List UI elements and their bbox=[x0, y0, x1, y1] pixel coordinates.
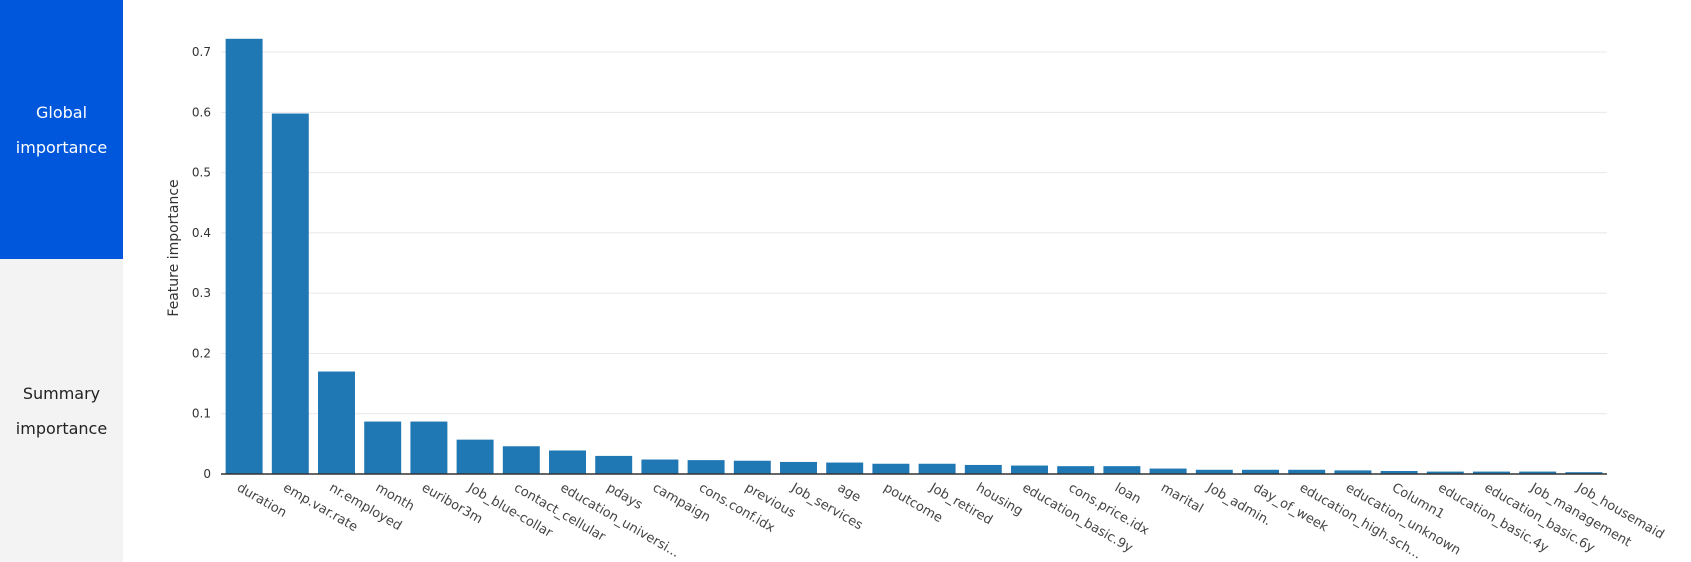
bar[interactable] bbox=[225, 38, 263, 475]
bar[interactable] bbox=[1380, 470, 1418, 474]
bar[interactable] bbox=[1426, 471, 1464, 474]
bar[interactable] bbox=[872, 463, 910, 474]
bar[interactable] bbox=[1057, 466, 1095, 474]
y-tick-label: 0.4 bbox=[192, 226, 211, 240]
x-tick-label: duration bbox=[234, 480, 289, 520]
bar[interactable] bbox=[271, 113, 309, 475]
bar[interactable] bbox=[1242, 469, 1279, 474]
bar[interactable] bbox=[641, 459, 679, 474]
bar[interactable] bbox=[826, 462, 864, 474]
bar[interactable] bbox=[1334, 470, 1372, 474]
tab-summary-importance-label: Summary importance bbox=[15, 383, 108, 438]
bar[interactable] bbox=[364, 421, 402, 474]
bar[interactable] bbox=[1565, 472, 1603, 474]
bar[interactable] bbox=[1103, 466, 1141, 474]
grid-layer bbox=[221, 51, 1607, 415]
tab-global-importance[interactable]: Global importance bbox=[0, 0, 123, 259]
feature-importance-chart: 0 0.1 0.2 0.3 0.4 0.5 0.6 0.7 durationemp.var.r… bbox=[166, 38, 1666, 562]
bar[interactable] bbox=[549, 450, 586, 474]
x-tick-label: marital bbox=[1158, 480, 1206, 516]
bar[interactable] bbox=[733, 460, 771, 474]
bar[interactable] bbox=[687, 460, 725, 474]
ytick-layer: 0 0.1 0.2 0.3 0.4 0.5 0.6 0.7 bbox=[192, 45, 211, 481]
y-axis-label: Feature importance bbox=[166, 179, 182, 316]
y-tick-label: 0.2 bbox=[192, 346, 211, 360]
bar[interactable] bbox=[595, 455, 633, 474]
bar[interactable] bbox=[918, 463, 956, 474]
x-tick-label: loan bbox=[1112, 480, 1144, 507]
bar[interactable] bbox=[1011, 465, 1048, 474]
y-tick-label: 0.5 bbox=[192, 166, 211, 180]
y-tick-label: 0.6 bbox=[192, 105, 211, 119]
bar[interactable] bbox=[502, 446, 540, 474]
y-tick-label: 0.3 bbox=[192, 286, 211, 300]
chart-area: 0 0.1 0.2 0.3 0.4 0.5 0.6 0.7 duration emp.var.r… bbox=[123, 0, 1691, 562]
bar[interactable] bbox=[456, 439, 494, 474]
bar[interactable] bbox=[780, 461, 817, 474]
y-tick-label: 0.1 bbox=[192, 407, 211, 421]
bar-layer bbox=[225, 38, 1603, 475]
y-tick-label: 0.7 bbox=[192, 45, 211, 59]
bar[interactable] bbox=[1519, 471, 1557, 474]
sidebar: Global importance Summary importance bbox=[0, 0, 123, 562]
y-tick-label: 0 bbox=[203, 467, 211, 481]
bar[interactable] bbox=[1149, 468, 1187, 474]
tab-summary-importance[interactable]: Summary importance bbox=[0, 259, 123, 562]
bar[interactable] bbox=[1473, 471, 1510, 474]
tab-global-importance-label: Global importance bbox=[15, 102, 108, 157]
x-tick-label: age bbox=[835, 480, 863, 505]
bar[interactable] bbox=[318, 371, 355, 474]
bar[interactable] bbox=[964, 464, 1002, 474]
bar[interactable] bbox=[1195, 469, 1233, 474]
bar[interactable] bbox=[410, 421, 448, 474]
bar[interactable] bbox=[1288, 469, 1326, 474]
